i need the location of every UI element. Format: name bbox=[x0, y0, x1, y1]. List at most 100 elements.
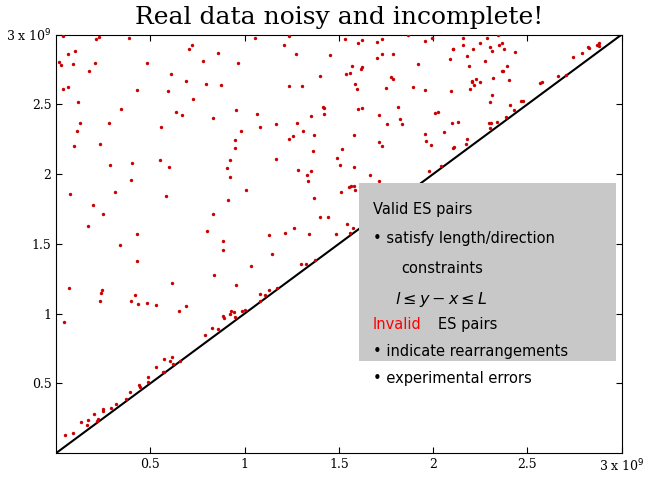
Point bbox=[58, 85, 69, 93]
Point bbox=[240, 186, 251, 193]
Point bbox=[510, 48, 521, 56]
Point bbox=[374, 111, 384, 119]
Point bbox=[484, 124, 495, 132]
Point bbox=[62, 83, 73, 91]
Point bbox=[352, 105, 363, 113]
Point bbox=[83, 416, 93, 424]
Point bbox=[187, 41, 198, 49]
Point bbox=[92, 418, 102, 425]
Point bbox=[289, 224, 299, 232]
Point bbox=[70, 47, 81, 55]
Point bbox=[255, 123, 265, 131]
Point bbox=[229, 309, 239, 316]
Point bbox=[486, 43, 496, 51]
Point bbox=[94, 34, 105, 41]
Point bbox=[484, 119, 495, 127]
Point bbox=[426, 34, 437, 42]
Point bbox=[467, 45, 478, 52]
Point bbox=[402, 31, 413, 38]
Point bbox=[448, 45, 458, 53]
Point bbox=[129, 291, 140, 299]
Point bbox=[487, 92, 497, 99]
Point bbox=[296, 260, 306, 268]
Point bbox=[111, 400, 122, 408]
Point bbox=[63, 285, 73, 292]
Point bbox=[177, 111, 187, 119]
Point bbox=[250, 34, 260, 42]
Point bbox=[453, 119, 463, 126]
Point bbox=[264, 286, 274, 294]
Point bbox=[592, 41, 602, 48]
Point bbox=[127, 159, 137, 167]
Point bbox=[165, 357, 176, 365]
Point bbox=[98, 407, 109, 415]
Point bbox=[445, 87, 456, 95]
Point bbox=[143, 379, 153, 386]
Point bbox=[309, 132, 320, 139]
Point bbox=[353, 39, 363, 47]
Point bbox=[209, 271, 220, 278]
Point bbox=[132, 230, 142, 238]
Point bbox=[582, 43, 593, 50]
Point bbox=[485, 98, 495, 106]
Point bbox=[68, 142, 79, 150]
Point bbox=[518, 97, 528, 105]
Point bbox=[306, 112, 316, 120]
Point bbox=[174, 307, 185, 314]
Point bbox=[390, 190, 400, 198]
Point bbox=[388, 186, 398, 194]
Point bbox=[474, 39, 485, 47]
Point bbox=[188, 95, 198, 103]
Point bbox=[461, 140, 471, 148]
Point bbox=[82, 421, 92, 429]
Point bbox=[344, 229, 355, 237]
Point bbox=[213, 49, 224, 57]
Point bbox=[142, 59, 152, 67]
Point bbox=[386, 73, 396, 81]
Point bbox=[439, 129, 449, 136]
Point bbox=[166, 71, 176, 78]
Point bbox=[302, 171, 312, 179]
Point bbox=[467, 79, 477, 86]
Point bbox=[283, 32, 294, 40]
Point bbox=[458, 42, 468, 49]
Point bbox=[116, 105, 126, 113]
Point bbox=[397, 120, 408, 128]
Point bbox=[482, 35, 492, 42]
Point bbox=[430, 109, 440, 117]
Point bbox=[306, 168, 316, 175]
Point bbox=[55, 61, 66, 69]
Point bbox=[376, 50, 387, 58]
Point bbox=[315, 72, 325, 79]
Point bbox=[432, 108, 443, 116]
Text: • experimental errors: • experimental errors bbox=[373, 372, 532, 386]
Point bbox=[408, 83, 419, 91]
Point bbox=[319, 110, 330, 118]
Point bbox=[296, 83, 307, 90]
Point bbox=[134, 381, 144, 389]
Point bbox=[157, 368, 168, 376]
Point bbox=[471, 75, 481, 83]
Point bbox=[163, 87, 174, 95]
Point bbox=[387, 51, 398, 59]
Point bbox=[344, 69, 355, 77]
Point bbox=[486, 119, 497, 127]
Point bbox=[198, 57, 209, 65]
Point bbox=[72, 98, 83, 106]
Point bbox=[271, 155, 281, 163]
Point bbox=[297, 127, 307, 134]
Point bbox=[336, 188, 346, 196]
Point bbox=[501, 113, 512, 121]
Point bbox=[58, 318, 69, 326]
Point bbox=[480, 58, 490, 65]
Point bbox=[88, 201, 98, 209]
Point bbox=[121, 396, 131, 403]
Point bbox=[124, 35, 134, 42]
Point bbox=[164, 163, 175, 170]
Point bbox=[493, 32, 504, 39]
Point bbox=[309, 256, 320, 264]
Point bbox=[230, 281, 240, 289]
Point bbox=[337, 145, 347, 153]
Point bbox=[72, 127, 83, 135]
Point bbox=[402, 184, 412, 192]
